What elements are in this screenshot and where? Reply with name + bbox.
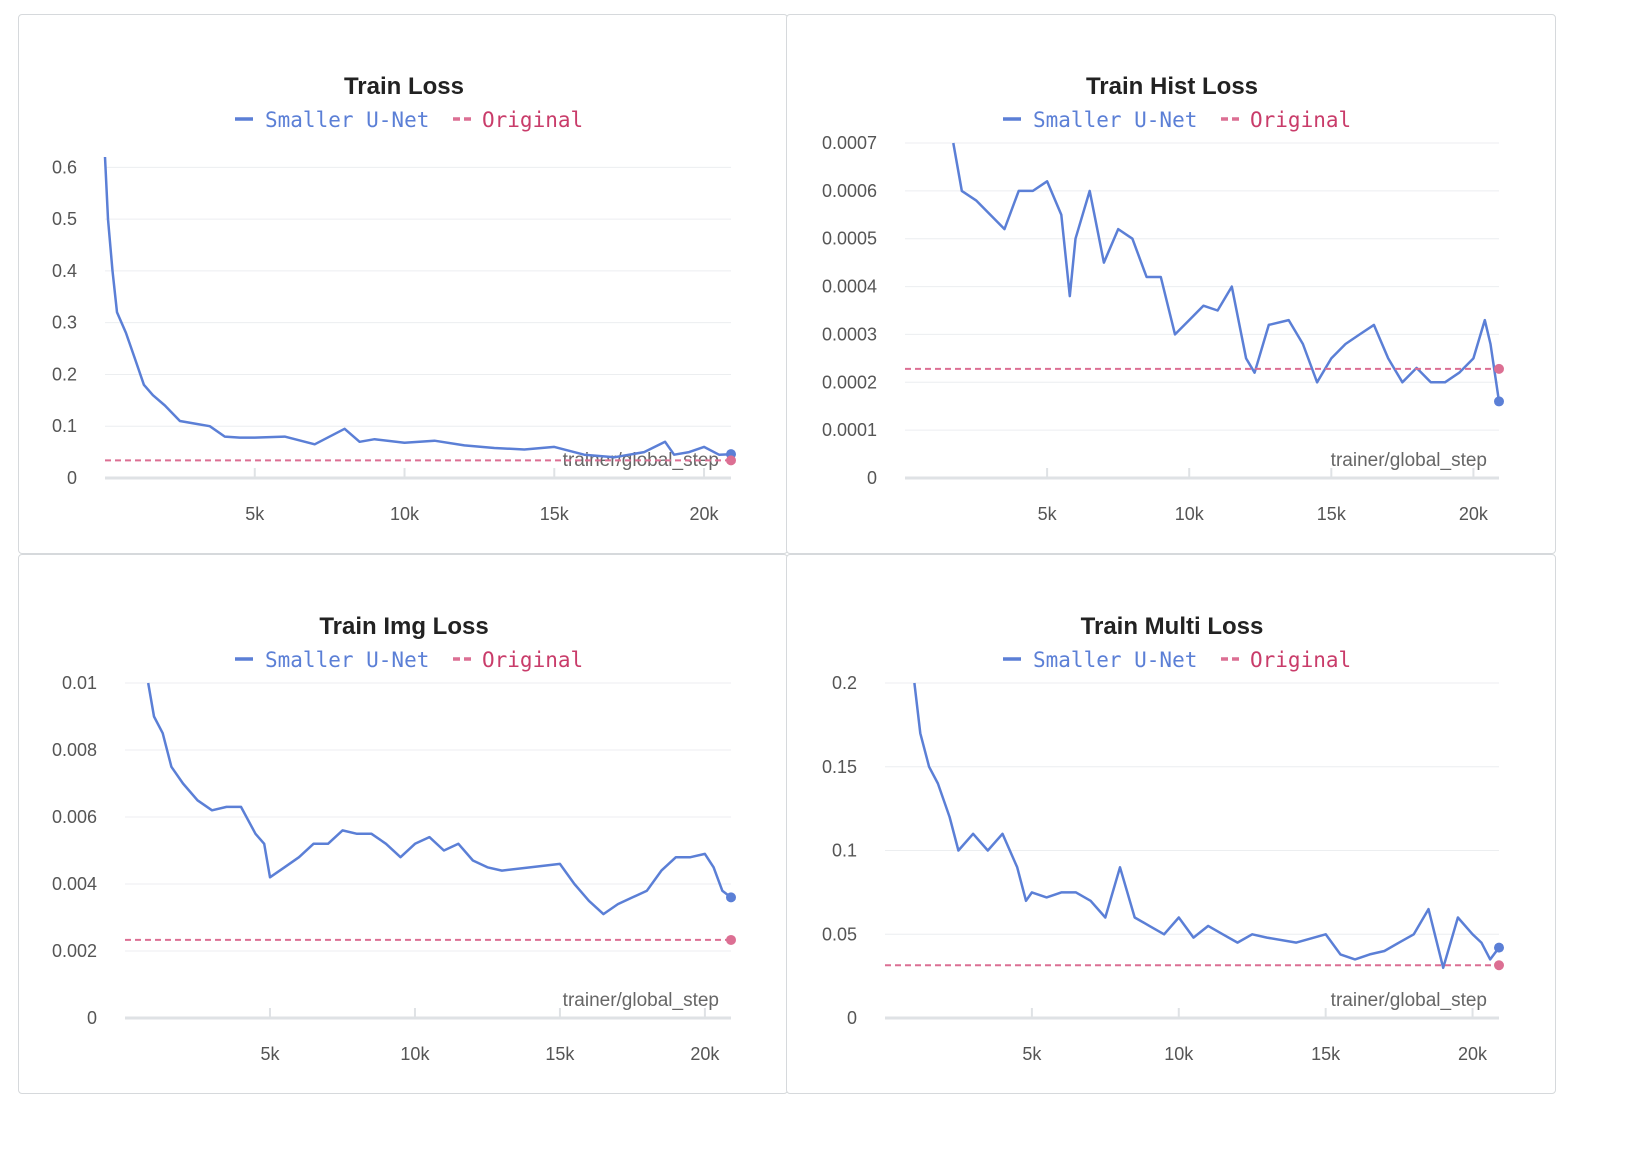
x-tick-label: 15k bbox=[1311, 1044, 1341, 1064]
x-tick-label: 20k bbox=[690, 1044, 720, 1064]
legend-label-original: Original bbox=[482, 648, 583, 672]
y-tick-label: 0.15 bbox=[822, 757, 857, 777]
series-line-smaller-unet bbox=[913, 682, 1501, 970]
chart-svg: Train Img Loss Smaller U-Net Original 0 0.00… bbox=[52, 613, 736, 1064]
y-tick-label: 0.01 bbox=[62, 673, 97, 693]
x-tick-label: 5k bbox=[245, 504, 265, 524]
chart-svg: Train Hist Loss Smaller U-Net Original 0 0.0… bbox=[822, 73, 1504, 524]
y-tick-label: 0.004 bbox=[52, 874, 97, 894]
y-tick-label: 0.006 bbox=[52, 807, 97, 827]
endpoint-original bbox=[1494, 363, 1504, 374]
x-tick-label: 5k bbox=[1038, 504, 1058, 524]
legend-label-smaller-unet: Smaller U-Net bbox=[1033, 648, 1197, 672]
legend-label-original: Original bbox=[482, 108, 583, 132]
x-tick-label: 5k bbox=[1022, 1044, 1042, 1064]
y-tick-label: 0.05 bbox=[822, 924, 857, 944]
x-tick-label: 10k bbox=[400, 1044, 430, 1064]
legend-label-smaller-unet: Smaller U-Net bbox=[265, 648, 429, 672]
x-tick-label: 5k bbox=[260, 1044, 280, 1064]
legend-label-original: Original bbox=[1250, 648, 1351, 672]
x-axis-label: trainer/global_step bbox=[1331, 990, 1487, 1011]
x-axis-label: trainer/global_step bbox=[1331, 450, 1487, 471]
legend: Smaller U-Net Original bbox=[235, 108, 583, 132]
x-tick-label: 10k bbox=[1175, 504, 1205, 524]
y-tick-label: 0.2 bbox=[52, 364, 77, 384]
y-tick-label: 0.5 bbox=[52, 209, 77, 229]
legend-label-original: Original bbox=[1250, 108, 1351, 132]
x-tick-label: 20k bbox=[1458, 1044, 1488, 1064]
chart-panel-train-loss: Train Loss Smaller U-Net Original 0 0.1 0.2 0.… bbox=[18, 14, 788, 554]
y-tick-label: 0.0001 bbox=[822, 420, 877, 440]
chart-title: Train Hist Loss bbox=[1086, 73, 1258, 100]
y-tick-label: 0 bbox=[847, 1008, 857, 1028]
y-tick-label: 0.0002 bbox=[822, 372, 877, 392]
y-tick-label: 0.0004 bbox=[822, 277, 877, 297]
y-tick-label: 0.1 bbox=[52, 416, 77, 436]
legend: Smaller U-Net Original bbox=[235, 648, 583, 672]
x-tick-label: 20k bbox=[690, 504, 720, 524]
legend: Smaller U-Net Original bbox=[1003, 648, 1351, 672]
legend: Smaller U-Net Original bbox=[1003, 108, 1351, 132]
endpoint-smaller-unet bbox=[1494, 942, 1504, 953]
legend-label-smaller-unet: Smaller U-Net bbox=[265, 108, 429, 132]
series-line-smaller-unet bbox=[952, 142, 1501, 402]
x-tick-label: 10k bbox=[1164, 1044, 1194, 1064]
chart-title: Train Loss bbox=[344, 73, 464, 100]
y-tick-label: 0.0006 bbox=[822, 181, 877, 201]
y-tick-label: 0.6 bbox=[52, 157, 77, 177]
endpoint-smaller-unet bbox=[1494, 396, 1504, 407]
y-tick-label: 0 bbox=[87, 1008, 97, 1028]
series-line-smaller-unet bbox=[146, 682, 732, 916]
x-tick-label: 10k bbox=[390, 504, 420, 524]
y-tick-label: 0.008 bbox=[52, 740, 97, 760]
y-tick-label: 0.3 bbox=[52, 313, 77, 333]
endpoint-smaller-unet bbox=[726, 892, 736, 903]
endpoint-original bbox=[1494, 960, 1504, 971]
y-tick-label: 0.0007 bbox=[822, 133, 877, 153]
y-tick-label: 0.1 bbox=[832, 841, 857, 861]
series-line-smaller-unet bbox=[103, 156, 732, 459]
chart-panel-train-multi-loss: Train Multi Loss Smaller U-Net Original 0 0.… bbox=[786, 554, 1556, 1094]
x-tick-label: 20k bbox=[1459, 504, 1489, 524]
y-tick-label: 0.2 bbox=[832, 673, 857, 693]
chart-title: Train Img Loss bbox=[319, 613, 488, 640]
chart-panel-train-hist-loss: Train Hist Loss Smaller U-Net Original 0 0.0… bbox=[786, 14, 1556, 554]
chart-svg: Train Multi Loss Smaller U-Net Original 0 0.… bbox=[822, 613, 1504, 1064]
y-tick-label: 0 bbox=[867, 468, 877, 488]
y-tick-label: 0.0005 bbox=[822, 229, 877, 249]
x-tick-label: 15k bbox=[540, 504, 570, 524]
chart-panel-train-img-loss: Train Img Loss Smaller U-Net Original 0 0.00… bbox=[18, 554, 788, 1094]
y-tick-label: 0.0003 bbox=[822, 324, 877, 344]
endpoint-original bbox=[726, 455, 736, 466]
x-tick-label: 15k bbox=[545, 1044, 575, 1064]
y-tick-label: 0.4 bbox=[52, 261, 77, 281]
x-tick-label: 15k bbox=[1317, 504, 1347, 524]
chart-title: Train Multi Loss bbox=[1081, 613, 1264, 640]
chart-svg: Train Loss Smaller U-Net Original 0 0.1 0.2 0.… bbox=[52, 73, 736, 524]
legend-label-smaller-unet: Smaller U-Net bbox=[1033, 108, 1197, 132]
y-tick-label: 0.002 bbox=[52, 941, 97, 961]
y-tick-label: 0 bbox=[67, 468, 77, 488]
endpoint-original bbox=[726, 934, 736, 945]
x-axis-label: trainer/global_step bbox=[563, 990, 719, 1011]
